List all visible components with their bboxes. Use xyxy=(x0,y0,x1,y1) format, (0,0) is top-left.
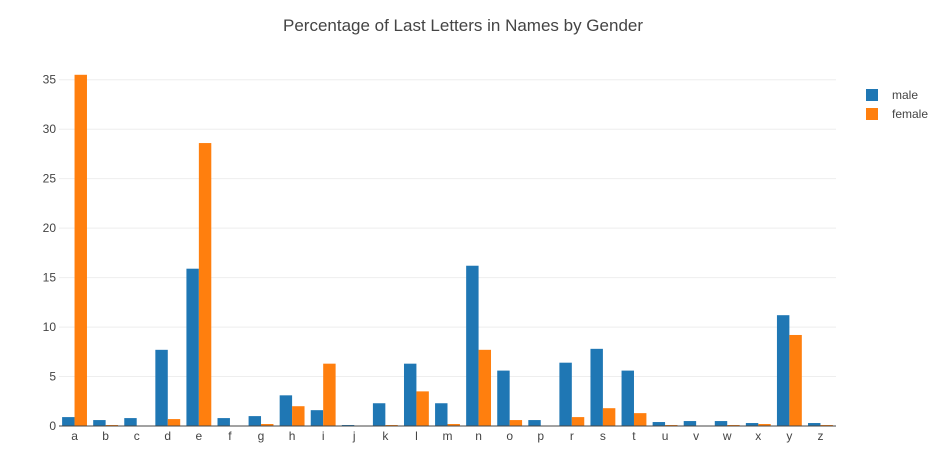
bar-male-v[interactable] xyxy=(684,421,696,426)
x-tick-label: m xyxy=(443,429,453,443)
x-tick-label: s xyxy=(600,429,606,443)
bar-male-d[interactable] xyxy=(155,350,167,426)
bar-male-r[interactable] xyxy=(559,363,571,426)
bar-male-i[interactable] xyxy=(311,410,323,426)
bar-female-s[interactable] xyxy=(603,408,615,426)
bar-female-l[interactable] xyxy=(416,391,428,426)
bar-male-t[interactable] xyxy=(622,371,634,426)
x-tick-label: b xyxy=(102,429,109,443)
bar-female-h[interactable] xyxy=(292,406,304,426)
x-tick-label: z xyxy=(817,429,823,443)
bar-male-l[interactable] xyxy=(404,364,416,426)
legend-swatch-female[interactable] xyxy=(866,108,878,120)
bar-male-o[interactable] xyxy=(497,371,509,426)
y-tick-label: 10 xyxy=(43,320,57,334)
bar-female-o[interactable] xyxy=(510,420,522,426)
x-tick-label: r xyxy=(570,429,574,443)
bar-male-a[interactable] xyxy=(62,417,74,426)
bar-female-n[interactable] xyxy=(479,350,491,426)
y-tick-label: 30 xyxy=(43,122,57,136)
y-tick-label: 35 xyxy=(43,73,57,87)
x-tick-label: i xyxy=(322,429,325,443)
y-tick-label: 25 xyxy=(43,172,57,186)
x-tick-label: p xyxy=(537,429,544,443)
bar-female-a[interactable] xyxy=(75,75,87,426)
x-tick-label: d xyxy=(164,429,171,443)
x-tick-label: v xyxy=(693,429,699,443)
bar-female-d[interactable] xyxy=(168,419,180,426)
bar-male-f[interactable] xyxy=(218,418,230,426)
x-tick-label: k xyxy=(382,429,389,443)
bar-male-m[interactable] xyxy=(435,403,447,426)
y-tick-label: 15 xyxy=(43,271,57,285)
bar-male-s[interactable] xyxy=(590,349,602,426)
bar-male-h[interactable] xyxy=(280,395,292,426)
bar-female-i[interactable] xyxy=(323,364,335,426)
chart-title: Percentage of Last Letters in Names by G… xyxy=(283,16,643,35)
bar-male-e[interactable] xyxy=(186,269,198,426)
bar-male-p[interactable] xyxy=(528,420,540,426)
x-tick-label: o xyxy=(506,429,513,443)
bar-female-r[interactable] xyxy=(572,417,584,426)
bar-male-b[interactable] xyxy=(93,420,105,426)
x-tick-label: c xyxy=(134,429,140,443)
bar-male-u[interactable] xyxy=(653,422,665,426)
x-tick-label: l xyxy=(415,429,418,443)
x-tick-label: u xyxy=(662,429,669,443)
bar-male-g[interactable] xyxy=(249,416,261,426)
y-tick-label: 0 xyxy=(49,419,56,433)
x-tick-label: j xyxy=(352,429,356,443)
x-tick-label: y xyxy=(786,429,792,443)
bar-male-c[interactable] xyxy=(124,418,136,426)
bar-male-n[interactable] xyxy=(466,266,478,426)
x-tick-label: h xyxy=(289,429,296,443)
y-tick-label: 20 xyxy=(43,221,57,235)
bar-male-k[interactable] xyxy=(373,403,385,426)
bar-female-y[interactable] xyxy=(789,335,801,426)
y-tick-label: 5 xyxy=(49,370,56,384)
x-tick-label: e xyxy=(196,429,203,443)
legend-swatch-male[interactable] xyxy=(866,89,878,101)
bar-male-y[interactable] xyxy=(777,315,789,426)
x-tick-label: g xyxy=(258,429,265,443)
legend-label-male[interactable]: male xyxy=(892,88,918,102)
x-tick-label: a xyxy=(71,429,78,443)
legend-label-female[interactable]: female xyxy=(892,107,928,121)
bar-female-e[interactable] xyxy=(199,143,211,426)
bar-female-t[interactable] xyxy=(634,413,646,426)
bar-male-w[interactable] xyxy=(715,421,727,426)
x-tick-label: w xyxy=(722,429,732,443)
x-tick-label: x xyxy=(755,429,761,443)
x-tick-label: n xyxy=(475,429,482,443)
